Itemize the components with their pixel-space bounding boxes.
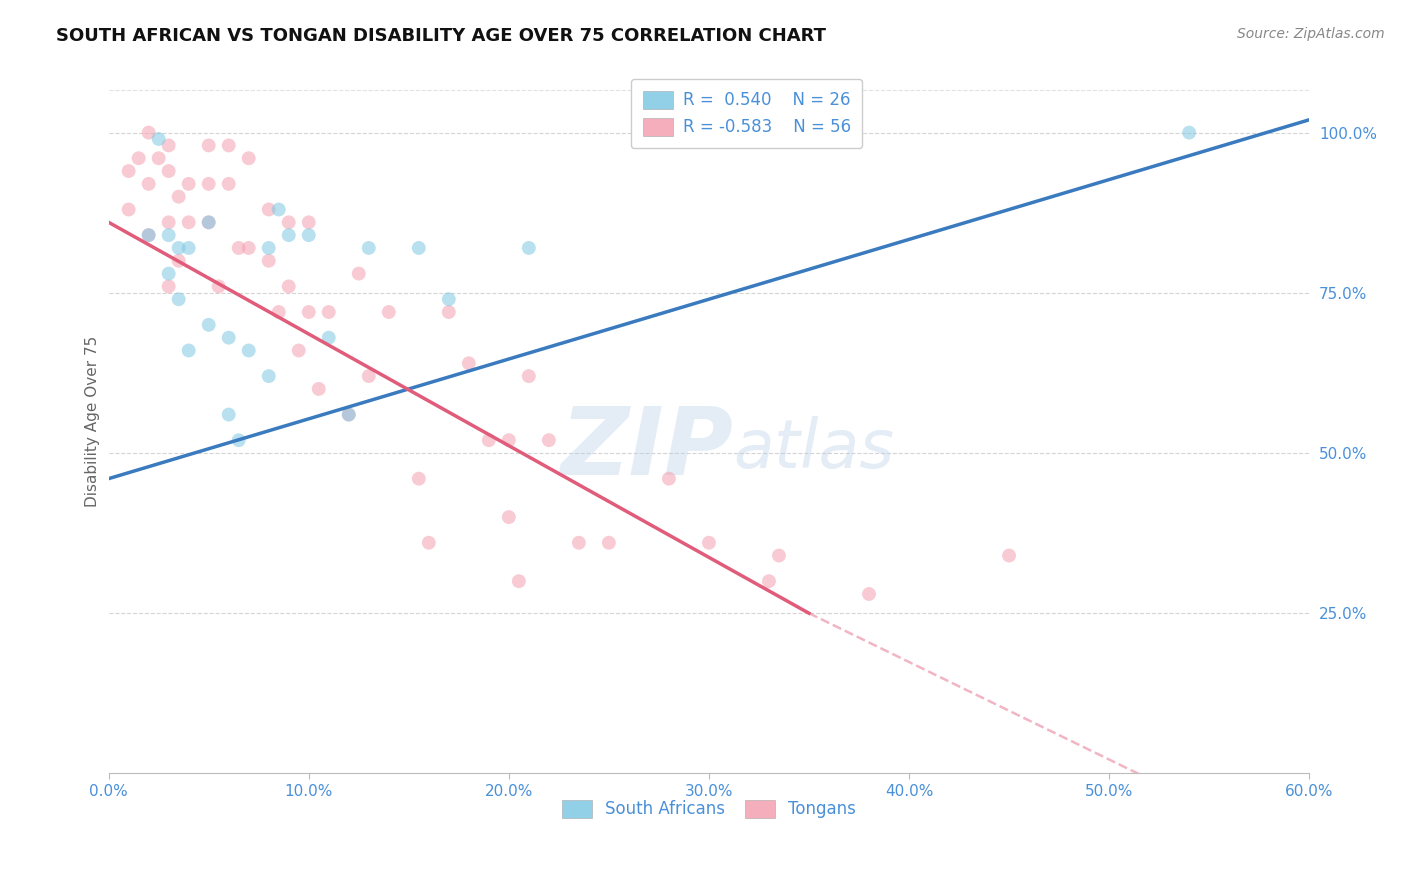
Point <box>498 510 520 524</box>
Point <box>167 253 190 268</box>
Point <box>197 177 219 191</box>
Point <box>138 177 160 191</box>
Text: Source: ZipAtlas.com: Source: ZipAtlas.com <box>1237 27 1385 41</box>
Point <box>257 241 280 255</box>
Point <box>277 228 299 243</box>
Point <box>998 549 1021 563</box>
Point <box>257 253 280 268</box>
Point <box>138 228 160 243</box>
Point <box>568 535 591 549</box>
Point <box>167 292 190 306</box>
Point <box>658 472 681 486</box>
Point <box>517 241 540 255</box>
Point <box>498 433 520 447</box>
Point <box>298 215 321 229</box>
Point <box>378 305 401 319</box>
Point <box>337 408 360 422</box>
Point <box>517 369 540 384</box>
Point <box>177 177 200 191</box>
Point <box>478 433 501 447</box>
Point <box>238 343 260 358</box>
Point <box>347 267 370 281</box>
Point <box>157 215 180 229</box>
Point <box>298 305 321 319</box>
Point <box>298 228 321 243</box>
Point <box>128 151 150 165</box>
Point <box>218 177 240 191</box>
Point <box>218 331 240 345</box>
Point <box>197 318 219 332</box>
Point <box>537 433 560 447</box>
Y-axis label: Disability Age Over 75: Disability Age Over 75 <box>86 335 100 507</box>
Text: atlas: atlas <box>733 417 894 483</box>
Point <box>228 433 250 447</box>
Point <box>408 241 430 255</box>
Point <box>267 305 290 319</box>
Point <box>157 267 180 281</box>
Point <box>257 369 280 384</box>
Point <box>508 574 530 589</box>
Point <box>1178 126 1201 140</box>
Point <box>138 228 160 243</box>
Point <box>228 241 250 255</box>
Point <box>157 164 180 178</box>
Point <box>197 215 219 229</box>
Point <box>408 472 430 486</box>
Point <box>197 215 219 229</box>
Point <box>697 535 720 549</box>
Legend: South Africans, Tongans: South Africans, Tongans <box>555 793 863 825</box>
Point <box>598 535 620 549</box>
Point <box>758 574 780 589</box>
Point <box>287 343 309 358</box>
Point <box>197 138 219 153</box>
Point <box>318 305 340 319</box>
Point <box>267 202 290 217</box>
Point <box>277 215 299 229</box>
Point <box>238 151 260 165</box>
Point <box>117 164 139 178</box>
Point <box>277 279 299 293</box>
Point <box>357 241 380 255</box>
Point <box>218 408 240 422</box>
Point <box>157 228 180 243</box>
Point <box>218 138 240 153</box>
Point <box>138 126 160 140</box>
Point <box>357 369 380 384</box>
Point <box>208 279 231 293</box>
Point <box>177 215 200 229</box>
Point <box>858 587 880 601</box>
Text: ZIP: ZIP <box>560 403 733 495</box>
Point <box>148 132 170 146</box>
Point <box>148 151 170 165</box>
Point <box>457 356 479 370</box>
Point <box>437 305 460 319</box>
Point <box>177 241 200 255</box>
Point <box>117 202 139 217</box>
Point <box>157 279 180 293</box>
Point <box>167 241 190 255</box>
Point <box>418 535 440 549</box>
Point <box>437 292 460 306</box>
Text: SOUTH AFRICAN VS TONGAN DISABILITY AGE OVER 75 CORRELATION CHART: SOUTH AFRICAN VS TONGAN DISABILITY AGE O… <box>56 27 827 45</box>
Point <box>337 408 360 422</box>
Point <box>238 241 260 255</box>
Point <box>768 549 790 563</box>
Point <box>308 382 330 396</box>
Point <box>257 202 280 217</box>
Point <box>167 189 190 203</box>
Point <box>157 138 180 153</box>
Point <box>318 331 340 345</box>
Point <box>177 343 200 358</box>
